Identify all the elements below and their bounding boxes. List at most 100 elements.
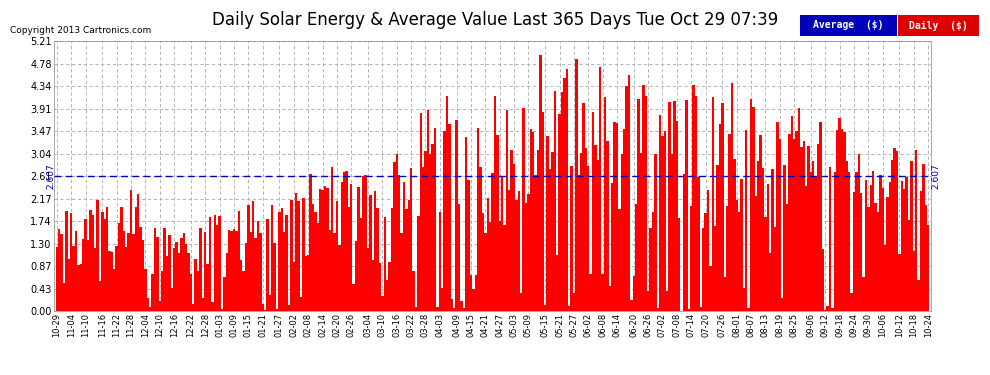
Bar — [553, 91, 556, 311]
Bar — [194, 260, 197, 311]
Bar — [587, 166, 589, 311]
Bar — [140, 227, 142, 311]
Bar — [815, 177, 817, 311]
Bar — [841, 129, 843, 311]
Bar — [197, 271, 199, 311]
Bar — [417, 216, 420, 311]
Bar — [55, 247, 58, 311]
Bar — [685, 100, 688, 311]
Bar — [173, 248, 175, 311]
Bar — [111, 252, 113, 311]
Bar — [800, 147, 803, 311]
Bar — [383, 217, 386, 311]
Bar — [752, 107, 754, 311]
Bar — [511, 150, 513, 311]
Bar — [96, 201, 99, 311]
Bar — [848, 172, 850, 311]
Bar — [367, 248, 369, 311]
Bar — [276, 309, 278, 311]
Bar — [644, 96, 646, 311]
Bar — [609, 286, 611, 311]
Bar — [717, 165, 719, 311]
Bar — [238, 211, 240, 311]
Bar — [663, 131, 666, 311]
Bar — [769, 254, 771, 311]
Bar — [783, 165, 786, 311]
Bar — [530, 129, 532, 311]
Bar — [346, 171, 347, 311]
Bar — [427, 110, 429, 311]
Bar — [477, 129, 479, 311]
Bar — [906, 177, 908, 311]
Bar — [67, 259, 70, 311]
Bar — [233, 230, 236, 311]
Bar — [91, 215, 94, 311]
Bar — [149, 307, 151, 311]
Bar — [364, 175, 367, 311]
Bar — [726, 206, 729, 311]
Bar — [192, 304, 194, 311]
Bar — [99, 280, 101, 311]
Bar — [199, 228, 202, 311]
Bar — [130, 190, 133, 311]
Bar — [214, 215, 216, 311]
Bar — [874, 203, 877, 311]
Text: 2.607: 2.607 — [932, 163, 940, 189]
Bar — [563, 78, 565, 311]
Bar — [747, 308, 749, 311]
Bar — [202, 298, 204, 311]
Bar — [165, 256, 168, 311]
Bar — [759, 135, 762, 311]
Bar — [668, 102, 671, 311]
Bar — [326, 188, 329, 311]
Bar — [592, 112, 594, 311]
Bar — [156, 237, 158, 311]
Bar — [221, 309, 223, 311]
Bar — [251, 201, 254, 311]
Bar — [302, 198, 305, 311]
Bar — [264, 310, 266, 311]
Bar — [923, 164, 925, 311]
Bar — [249, 232, 251, 311]
Bar — [434, 128, 437, 311]
Bar — [425, 151, 427, 311]
Bar — [891, 159, 894, 311]
Bar — [118, 222, 120, 311]
Bar — [261, 304, 264, 311]
Bar — [788, 134, 791, 311]
Text: Average  ($): Average ($) — [813, 21, 884, 30]
Bar — [236, 231, 238, 311]
Bar — [836, 130, 839, 311]
Bar — [795, 131, 798, 311]
Bar — [860, 193, 862, 311]
Bar — [439, 211, 442, 311]
Bar — [857, 154, 860, 311]
Bar — [798, 108, 800, 311]
Bar — [646, 291, 649, 311]
Bar — [58, 229, 60, 311]
Bar — [666, 291, 668, 311]
Bar — [671, 154, 673, 311]
Bar — [72, 246, 75, 311]
Bar — [329, 230, 331, 311]
Bar — [422, 167, 425, 311]
Bar — [518, 190, 520, 311]
Bar — [599, 67, 602, 311]
Bar — [125, 247, 128, 311]
Bar — [690, 206, 692, 311]
Bar — [101, 212, 104, 311]
Bar — [254, 238, 256, 311]
Bar — [700, 307, 702, 311]
Bar — [137, 194, 140, 311]
Bar — [108, 252, 111, 311]
Bar — [412, 271, 415, 311]
Bar — [656, 308, 659, 311]
Bar — [903, 189, 906, 311]
Bar — [94, 248, 96, 311]
Bar — [884, 245, 886, 311]
Bar — [616, 123, 618, 311]
Bar — [540, 56, 542, 311]
Bar — [362, 176, 364, 311]
Bar — [145, 269, 147, 311]
Bar — [460, 302, 462, 311]
